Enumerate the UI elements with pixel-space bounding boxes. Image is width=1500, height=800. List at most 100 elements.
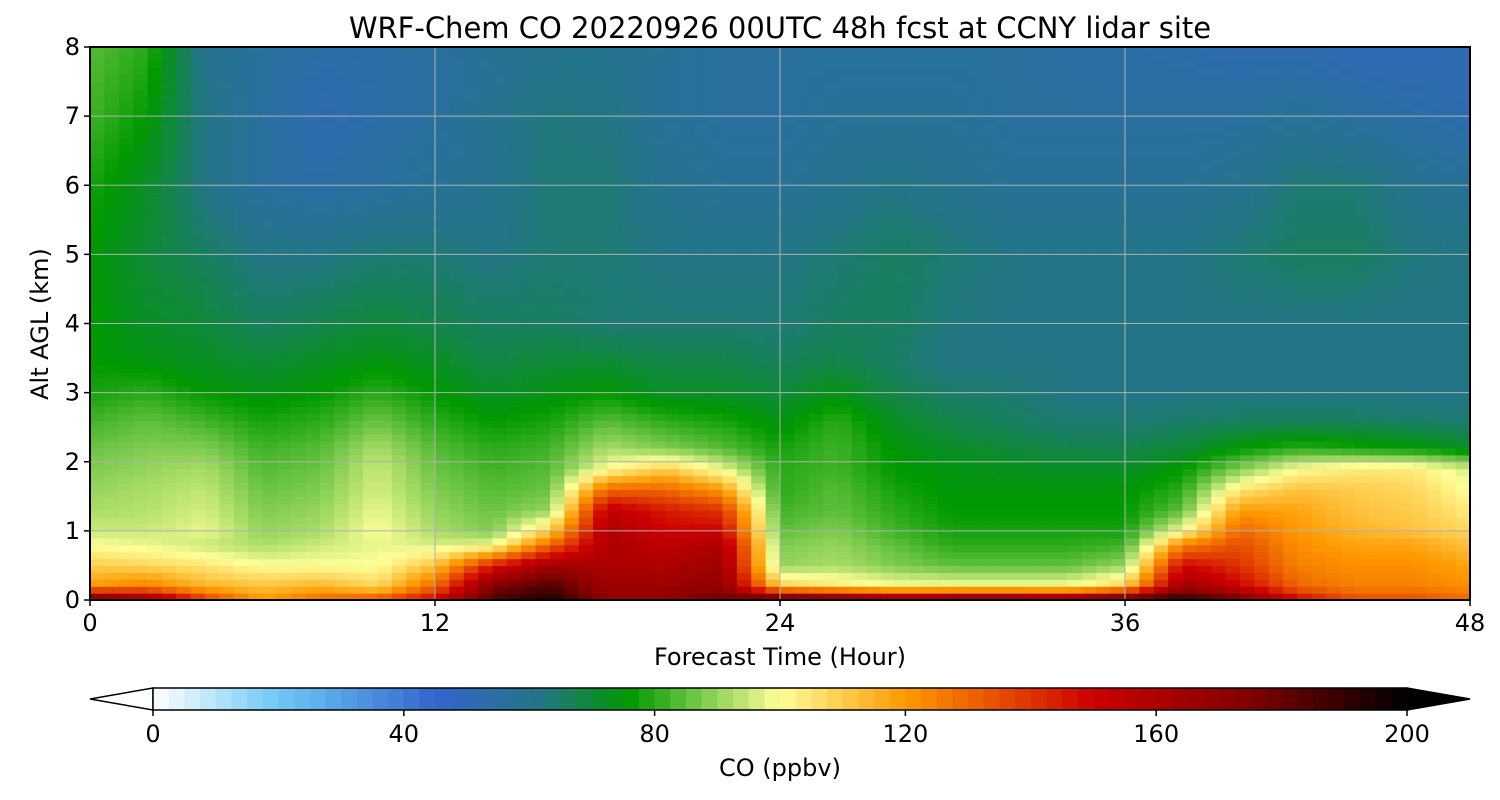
heatmap-cell xyxy=(535,461,551,470)
heatmap-cell xyxy=(492,268,508,276)
heatmap-cell xyxy=(420,247,436,255)
heatmap-cell xyxy=(938,254,954,262)
heatmap-cell xyxy=(363,572,379,580)
heatmap-cell xyxy=(406,358,422,366)
heatmap-cell xyxy=(938,427,954,435)
heatmap-cell xyxy=(607,482,623,490)
heatmap-cell xyxy=(276,530,292,539)
heatmap-cell xyxy=(305,565,321,573)
heatmap-cell xyxy=(420,392,436,401)
heatmap-cell xyxy=(880,510,896,518)
heatmap-cell xyxy=(923,67,939,76)
heatmap-cell xyxy=(90,337,105,345)
heatmap-cell xyxy=(564,461,580,470)
heatmap-cell xyxy=(262,275,278,283)
heatmap-cell xyxy=(823,219,839,228)
heatmap-cell xyxy=(923,323,939,332)
heatmap-cell xyxy=(550,178,565,186)
heatmap-cell xyxy=(794,95,810,103)
heatmap-cell xyxy=(923,219,939,228)
heatmap-cell xyxy=(233,475,249,484)
heatmap-cell xyxy=(866,482,882,490)
heatmap-cell xyxy=(348,517,364,525)
heatmap-cell xyxy=(837,475,853,484)
heatmap-cell xyxy=(262,53,278,62)
heatmap-cell xyxy=(751,240,767,249)
heatmap-cell xyxy=(291,67,307,76)
heatmap-cell xyxy=(665,593,680,600)
heatmap-cell xyxy=(909,413,925,421)
heatmap-cell xyxy=(377,67,393,76)
heatmap-cell xyxy=(334,530,350,539)
heatmap-cell xyxy=(636,53,652,62)
heatmap-cell xyxy=(780,517,795,525)
heatmap-cell xyxy=(837,420,853,428)
heatmap-cell xyxy=(679,240,695,249)
heatmap-cell xyxy=(621,496,637,504)
heatmap-cell xyxy=(320,123,335,131)
heatmap-cell xyxy=(823,544,839,553)
heatmap-cell xyxy=(334,337,350,345)
heatmap-cell xyxy=(650,268,666,276)
heatmap-cell xyxy=(219,482,235,490)
heatmap-cell xyxy=(923,240,939,249)
heatmap-cell xyxy=(923,427,939,435)
heatmap-cell xyxy=(851,316,867,325)
heatmap-cell xyxy=(621,212,637,221)
heatmap-cell xyxy=(550,309,565,318)
heatmap-cell xyxy=(449,109,465,117)
heatmap-cell xyxy=(593,537,609,546)
heatmap-cell xyxy=(377,316,393,325)
heatmap-cell xyxy=(118,212,134,221)
heatmap-cell xyxy=(463,406,479,414)
heatmap-cell xyxy=(521,116,537,124)
heatmap-cell xyxy=(90,420,105,428)
heatmap-cell xyxy=(90,226,105,235)
heatmap-cell xyxy=(909,164,925,173)
heatmap-cell xyxy=(118,510,134,518)
heatmap-cell xyxy=(219,74,235,83)
heatmap-cell xyxy=(492,503,508,511)
heatmap-cell xyxy=(708,150,724,159)
heatmap-cell xyxy=(463,240,479,249)
heatmap-cell xyxy=(190,109,206,117)
heatmap-cell xyxy=(420,109,436,117)
heatmap-cell xyxy=(478,268,494,276)
heatmap-cell xyxy=(276,288,292,297)
heatmap-cell xyxy=(262,205,278,214)
heatmap-cell xyxy=(966,399,982,408)
heatmap-cell xyxy=(621,219,637,228)
heatmap-cell xyxy=(607,565,623,573)
heatmap-cell xyxy=(133,330,149,338)
heatmap-cell xyxy=(636,212,652,221)
heatmap-cell xyxy=(751,364,767,373)
heatmap-cell xyxy=(248,565,264,573)
heatmap-cell xyxy=(650,295,666,304)
heatmap-cell xyxy=(377,247,393,255)
heatmap-cell xyxy=(406,268,422,276)
heatmap-cell xyxy=(492,482,508,490)
heatmap-cell xyxy=(334,88,350,96)
heatmap-cell xyxy=(665,88,680,96)
heatmap-cell xyxy=(291,420,307,428)
heatmap-cell xyxy=(564,74,580,83)
heatmap-cell xyxy=(851,420,867,428)
heatmap-cell xyxy=(736,212,752,221)
heatmap-cell xyxy=(420,510,436,518)
heatmap-cell xyxy=(334,102,350,110)
heatmap-cell xyxy=(578,88,594,96)
heatmap-cell xyxy=(377,136,393,145)
heatmap-cell xyxy=(966,199,982,207)
heatmap-cell xyxy=(923,586,939,594)
heatmap-cell xyxy=(133,530,149,539)
heatmap-cell xyxy=(736,537,752,546)
heatmap-cell xyxy=(823,530,839,539)
heatmap-cell xyxy=(161,282,177,290)
heatmap-cell xyxy=(478,378,494,387)
heatmap-cell xyxy=(377,461,393,470)
heatmap-cell xyxy=(952,282,968,290)
heatmap-cell xyxy=(593,302,609,311)
heatmap-cell xyxy=(952,268,968,276)
heatmap-cell xyxy=(593,205,609,214)
heatmap-cell xyxy=(478,544,494,553)
